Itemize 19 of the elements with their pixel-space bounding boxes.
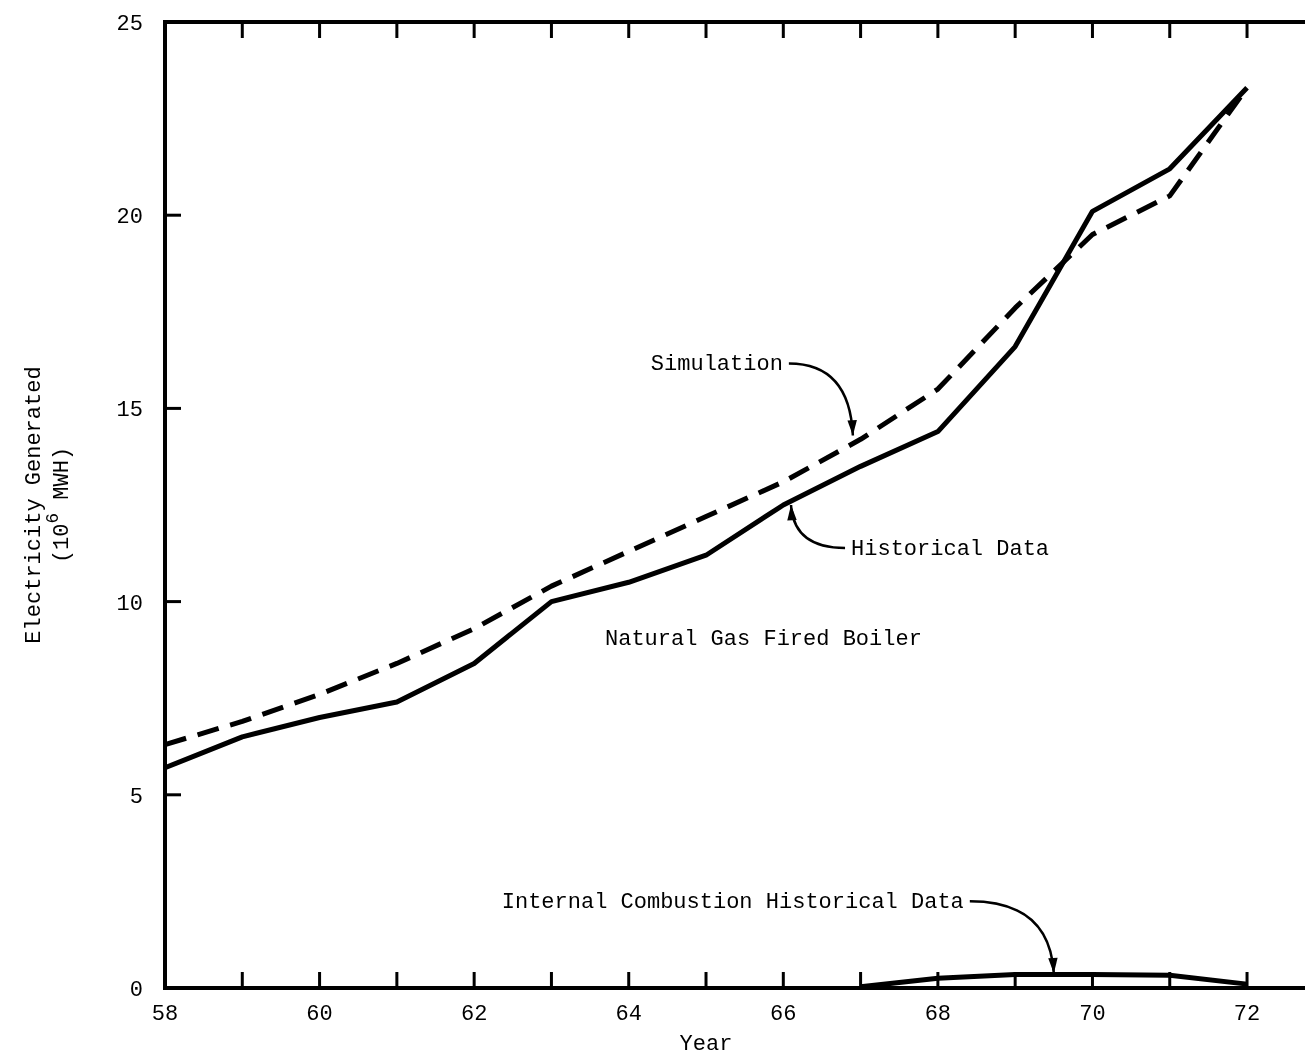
x-tick-label: 72 [1233, 1002, 1261, 1027]
x-tick-label: 58 [151, 1002, 179, 1027]
x-tick-label: 60 [306, 1002, 333, 1027]
x-tick-label: 68 [924, 1002, 952, 1027]
x-tick-label: 62 [460, 1002, 488, 1027]
x-tick-label: 64 [615, 1002, 642, 1027]
x-tick-label: 70 [1079, 1002, 1106, 1027]
y-tick-label: 15 [116, 398, 143, 424]
y-tick-label: 25 [116, 12, 143, 37]
x-tick-label: 66 [770, 1002, 797, 1027]
x-axis-title: Year [679, 1032, 733, 1055]
annotation: Internal Combustion Historical Data [501, 890, 964, 916]
annotation: Simulation [650, 352, 783, 378]
annotation: Historical Data [851, 537, 1050, 562]
y-tick-label: 5 [129, 784, 143, 810]
y-tick-label: 0 [129, 978, 143, 1003]
annotation: Natural Gas Fired Boiler [605, 627, 922, 652]
y-tick-label: 20 [116, 205, 143, 231]
y-tick-label: 10 [116, 591, 143, 617]
